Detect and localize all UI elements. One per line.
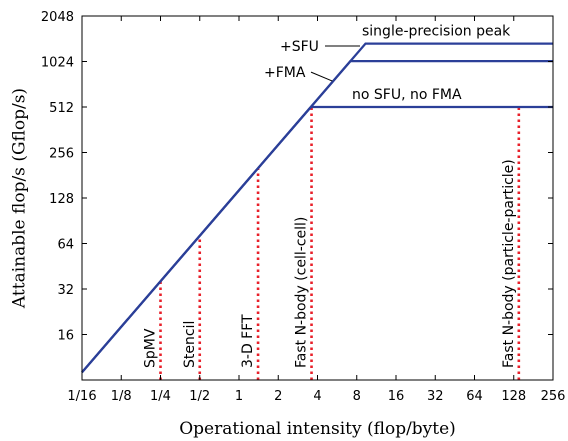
ceiling-line — [81, 42, 553, 374]
x-tick-label: 1/4 — [150, 389, 171, 404]
x-tick-label: 2 — [274, 389, 282, 404]
kernel-label: Stencil — [182, 321, 198, 368]
x-tick-label: 256 — [541, 389, 566, 404]
annotation-no-sfu-no-fma: no SFU, no FMA — [352, 87, 462, 103]
roofline-ceilings — [81, 42, 553, 374]
x-tick-label: 32 — [427, 389, 444, 404]
annotation-sfu: +SFU — [280, 39, 319, 55]
x-tick-label: 1 — [235, 389, 243, 404]
y-tick-label: 128 — [49, 192, 74, 207]
y-tick-label: 256 — [49, 147, 74, 162]
y-tick-label: 16 — [57, 329, 74, 344]
y-axis-title: Attainable flop/s (Gflop/s) — [10, 88, 30, 309]
kernel-label: Fast N-body (particle-particle) — [501, 159, 517, 368]
annotation-labels: SpMV Stencil 3-D FFT Fast N-body (cell-cell… — [143, 24, 517, 368]
y-tick-label: 64 — [57, 238, 74, 253]
x-tick-label: 128 — [501, 389, 526, 404]
kernel-label: 3-D FFT — [240, 314, 256, 368]
kernel-label: Fast N-body (cell-cell) — [294, 217, 310, 368]
y-tick-label: 1024 — [41, 56, 74, 71]
annotation-fma: +FMA — [264, 65, 306, 81]
x-tick-label: 16 — [388, 389, 405, 404]
annotation-fma-pointer — [310, 71, 333, 82]
axis-ticks: 1/16 1/8 1/4 1/2 1 2 4 8 16 32 64 128 256 16 32 64 128 25… — [41, 10, 566, 404]
x-tick-label: 1/8 — [111, 389, 132, 404]
y-tick-label: 2048 — [41, 10, 74, 25]
kernel-label: SpMV — [143, 328, 159, 368]
x-axis-title: Operational intensity (flop/byte) — [179, 419, 456, 439]
y-tick-label: 32 — [57, 283, 74, 298]
y-tick-label: 512 — [49, 101, 74, 116]
kernel-lines — [159, 107, 521, 380]
x-tick-label: 8 — [353, 389, 361, 404]
x-tick-label: 1/16 — [67, 389, 96, 404]
x-tick-label: 64 — [466, 389, 483, 404]
x-tick-label: 4 — [313, 389, 321, 404]
x-tick-label: 1/2 — [189, 389, 210, 404]
annotation-single-precision-peak: single-precision peak — [362, 24, 511, 40]
